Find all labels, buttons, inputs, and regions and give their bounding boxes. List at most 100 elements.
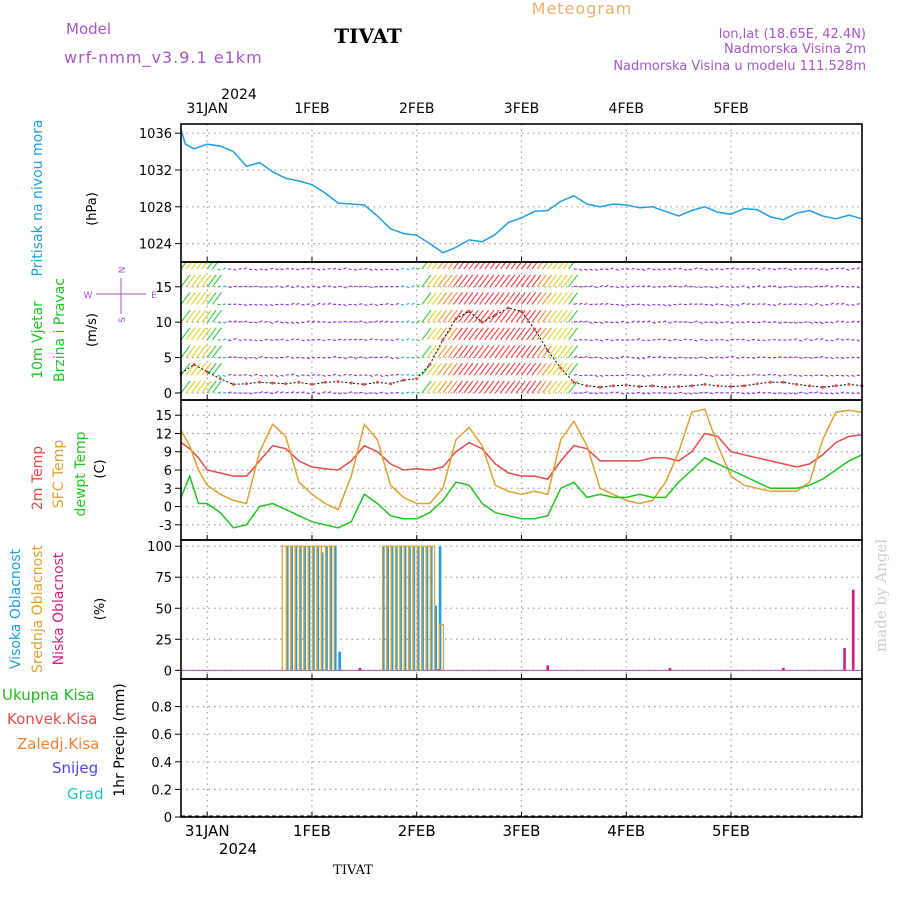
wind-barb [600,286,603,287]
wind-barb [301,287,304,288]
wind-barb [307,321,310,322]
wind-frame [181,262,862,400]
wind-barb [480,257,489,269]
wind-barb [506,346,515,358]
precipitation-ytick-label: 0 [164,811,172,826]
wind-barb [181,292,190,304]
wind-barb [710,304,713,305]
wind-barb [647,304,650,305]
wind-barb [804,393,807,394]
wind-barb [626,357,629,358]
wind-barb [553,310,562,322]
wind-barb [212,275,221,287]
wind-barb [673,374,676,375]
wind-barb [359,321,362,322]
wind-barb [736,304,739,305]
wind-barb [579,375,582,376]
wind-barb [537,310,546,322]
wind-barb [852,393,855,394]
temp-ylabel-1: 2m Temp [30,446,46,510]
bottom-day-label: 5FEB [712,822,750,840]
wind-barb [380,375,383,376]
wind-barb [218,269,221,270]
wind-barb [637,321,640,322]
wind-barb [427,292,436,304]
cloud-mid-bar [396,546,400,670]
wind-barb [464,275,473,287]
wind-barb [322,340,325,341]
wind-barb [275,358,278,359]
wind-barb [726,268,729,269]
cloud-low-bar [359,668,362,670]
wind-barb [794,322,797,323]
wind-barb [422,275,431,287]
wind-barb [710,375,713,376]
wind-barb [684,285,687,286]
wind-barb [789,322,792,323]
wind-barb [223,286,226,287]
wind-barb [778,268,781,269]
wind-barb [590,322,593,323]
wind-barb [490,381,499,393]
wind-barb [752,268,755,269]
wind-barb [799,322,802,323]
wind-barb [642,358,645,359]
wind-barb [736,375,739,376]
wind-speed-point [363,383,366,386]
wind-panel: 051015 [155,257,865,402]
wind-barb [343,321,346,322]
wind-barb [275,375,278,376]
wind-barb [312,358,315,359]
wind-barb [794,287,797,288]
wind-barb [333,268,336,269]
wind-barb [710,269,713,270]
wind-barb [495,346,504,358]
wind-barb [783,393,786,394]
wind-barb [852,268,855,269]
wind-barb [715,322,718,323]
wind-barb [212,292,221,304]
wind-barb [757,357,760,358]
temperature-ytick-label: 12 [155,427,172,442]
wind-barb [789,304,792,305]
wind-barb [364,304,367,305]
wind-barb [705,269,708,270]
temp-unit: (C) [93,459,108,478]
pressure-ylabel: Pritisak na nivou mora [30,119,46,276]
wind-barb [501,363,510,375]
wind-barb [296,339,299,340]
wind-barb [401,321,404,322]
cloud-ylabel-1: Visoka Oblacnost [8,548,24,669]
wind-barb [244,304,247,305]
cloud-ytick-label: 25 [155,633,172,648]
wind-barb [857,340,860,341]
cloud-mid-bar [308,546,312,670]
wind-barb [181,328,190,340]
wind-barb [841,321,844,322]
temperature-ytick-label: 9 [164,446,172,461]
wind-barb [857,321,860,322]
wind-barb [307,304,310,305]
wind-barb [516,328,525,340]
wind-barb [480,275,489,287]
cloud-mid-bar [322,546,326,670]
wind-barb [485,328,494,340]
wind-barb [527,275,536,287]
wind-barb [364,393,367,394]
wind-barb [757,304,760,305]
wind-barb [228,287,231,288]
wind-barb [349,286,352,287]
wind-barb [527,292,536,304]
wind-barb [705,358,708,359]
wind-barb [490,292,499,304]
wind-barb [218,375,221,376]
wind-barb [333,287,336,288]
wind-barb [427,257,436,269]
wind-barb [191,292,200,304]
wind-barb [590,286,593,287]
wind-barb [511,292,520,304]
wind-barb [810,304,813,305]
bottom-day-label: 3FEB [503,822,541,840]
wind-barb [752,358,755,359]
wind-barb [794,357,797,358]
